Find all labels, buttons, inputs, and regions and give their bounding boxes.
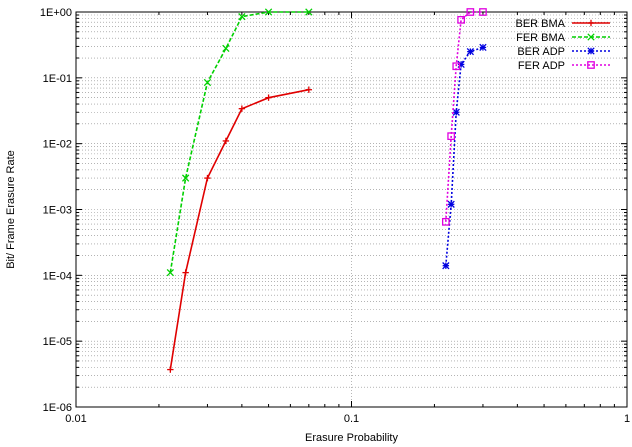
data-point	[264, 8, 273, 16]
data-point	[204, 174, 211, 182]
y-tick-label: 1E-04	[43, 270, 72, 282]
axis-ticks: 1E-06 1E-05 1E-04 1E-03 1E-02 1E-01 1E+00 0.01 0…	[40, 7, 630, 425]
series-ber-bma	[167, 86, 313, 373]
y-axis-label: Bit/ Frame Erasure Rate	[5, 150, 17, 269]
plot-frame	[75, 11, 628, 408]
x-tick-label: 0.01	[65, 413, 86, 425]
x-tick-label: 0.1	[344, 413, 359, 425]
data-point	[447, 200, 455, 208]
series-line	[445, 11, 483, 222]
y-tick-label: 1E-06	[43, 402, 72, 414]
data-point	[238, 12, 246, 21]
x-axis-label: Erasure Probability	[305, 432, 398, 444]
legend: BER BMA FER BMA BER ADP FER ADP	[515, 18, 610, 72]
data-point	[457, 15, 465, 24]
series-fer-adp	[441, 8, 487, 226]
data-point	[452, 62, 461, 71]
data-point	[167, 366, 174, 373]
data-point	[466, 47, 475, 56]
x-tick-label: 1	[624, 413, 630, 425]
data-point	[479, 43, 487, 52]
data-point	[222, 137, 230, 145]
data-point	[441, 217, 450, 226]
data-point	[182, 269, 189, 276]
data-point	[447, 132, 456, 141]
legend-marker	[587, 19, 595, 27]
data-point	[305, 86, 313, 93]
legend-label: BER ADP	[517, 46, 565, 58]
grid	[75, 12, 628, 408]
series-layer	[166, 8, 487, 373]
data-point	[265, 94, 272, 101]
legend-marker	[587, 33, 595, 41]
series-ber-adp	[442, 43, 487, 270]
y-tick-label: 1E-01	[43, 73, 72, 85]
series-line	[445, 46, 484, 266]
legend-marker	[587, 61, 595, 69]
data-point	[166, 268, 174, 277]
data-point	[238, 105, 246, 112]
legend-label: FER BMA	[516, 32, 566, 44]
legend-marker	[587, 47, 595, 55]
data-point	[181, 174, 190, 182]
data-point	[479, 8, 487, 16]
series-line	[169, 11, 309, 273]
y-tick-label: 1E-02	[43, 139, 72, 151]
y-tick-label: 1E-03	[43, 205, 72, 217]
data-point	[222, 44, 230, 53]
y-tick-label: 1E-05	[43, 336, 72, 348]
data-point	[442, 262, 450, 270]
data-point	[452, 108, 460, 116]
series-line	[169, 88, 309, 370]
legend-label: BER BMA	[515, 18, 565, 30]
y-tick-label: 1E+00	[40, 7, 72, 19]
data-point	[305, 8, 313, 16]
data-point	[466, 8, 475, 16]
series-fer-bma	[166, 8, 313, 277]
legend-label: FER ADP	[518, 60, 565, 72]
data-point	[203, 78, 212, 87]
